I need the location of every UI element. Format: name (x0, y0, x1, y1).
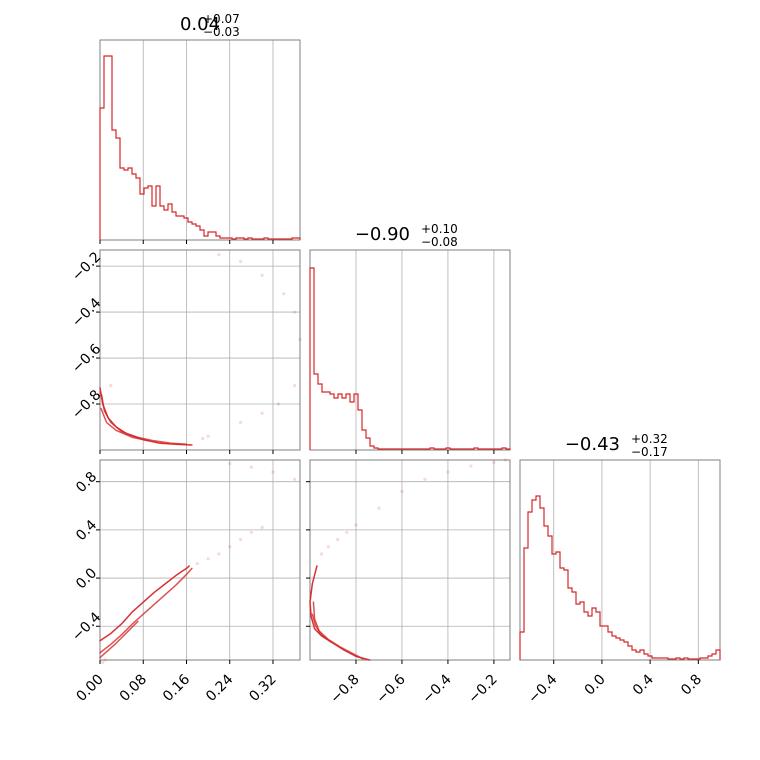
y-tick-label-3-4: 0.8 (73, 469, 100, 496)
x-tick-label-3-2: 0.0 (582, 672, 609, 699)
title-param-2-plus: +0.10 (421, 222, 458, 236)
sample-point-1-1 (217, 252, 221, 257)
sample-point-2-4 (228, 545, 232, 549)
contour-1-3 (100, 407, 150, 442)
y-tick-label-3-3: 0.4 (73, 517, 100, 544)
panel-frame-2-2 (309, 249, 511, 451)
x-tick-label-2-2: −0.6 (373, 671, 408, 706)
contour-2-3 (99, 620, 139, 659)
panel-frame-3-2 (309, 459, 511, 661)
title-param-2: −0.90 (355, 224, 410, 245)
sample-point-3-6 (377, 506, 381, 510)
sample-point-1-2 (238, 259, 243, 264)
sample-point-2-10 (271, 470, 275, 474)
panel-2-2 (309, 249, 511, 451)
panel-frame-2-1 (99, 249, 301, 451)
sample-point-3-4 (345, 530, 349, 534)
sample-point-1-3 (260, 273, 264, 277)
contour-3-3 (311, 613, 332, 643)
sample-point-3-12 (503, 458, 508, 462)
x-tick-label-1-3: 0.16 (160, 671, 193, 704)
sample-point-2-8 (228, 462, 232, 466)
sample-point-3-1 (319, 552, 324, 556)
panel-3-3 (519, 459, 721, 661)
contour-1-1 (99, 387, 193, 446)
title-param-1-median: 0.04 (180, 14, 220, 35)
title-param-3-plus: +0.32 (631, 432, 668, 446)
sample-point-1-5 (292, 310, 297, 314)
title-param-2-minus: −0.08 (421, 235, 458, 249)
panel-frame-3-3 (519, 459, 721, 661)
x-tick-label-1-5: 0.32 (246, 672, 279, 705)
contour-1-2 (100, 394, 188, 446)
sample-point-2-7 (260, 525, 264, 530)
sample-point-1-7 (292, 384, 297, 388)
panel-3-2 (309, 459, 511, 661)
histogram-param-2 (309, 267, 511, 450)
sample-point-1-12 (201, 436, 205, 441)
title-param-1-plus: +0.07 (203, 12, 240, 26)
sample-point-2-5 (238, 537, 243, 542)
x-tick-label-2-3: −0.4 (419, 671, 454, 706)
y-tick-label-2-2: −0.6 (69, 341, 104, 376)
sample-point-3-9 (446, 470, 450, 474)
sample-point-3-3 (335, 537, 340, 542)
y-tick-label-2-4: −0.2 (69, 249, 104, 284)
x-tick-label-1-4: 0.24 (203, 671, 236, 704)
panel-2-1 (99, 249, 301, 451)
y-tick-label-3-1: −0.4 (69, 609, 104, 644)
sample-point-2-2 (206, 557, 210, 561)
histogram-param-3 (519, 495, 721, 660)
x-tick-label-1-2: 0.08 (117, 672, 150, 705)
x-tick-label-2-4: −0.2 (465, 672, 500, 707)
sample-point-1-4 (282, 292, 286, 296)
x-tick-label-3-1: −0.4 (525, 671, 560, 706)
contour-3-1 (309, 565, 371, 661)
y-tick-label-3-2: 0.0 (73, 565, 100, 592)
sample-point-2-13 (101, 660, 105, 665)
contour-2-1 (99, 565, 190, 642)
panel-1-1 (99, 39, 301, 241)
title-param-3-minus: −0.17 (631, 445, 668, 459)
histogram-param-1 (99, 55, 301, 240)
sample-point-3-11 (492, 460, 496, 465)
panel-frame-1-1 (99, 39, 301, 241)
sample-point-2-11 (292, 477, 297, 481)
panel-3-1 (99, 459, 301, 661)
contour-3-2 (312, 601, 364, 660)
sample-point-3-2 (326, 545, 330, 549)
sample-point-1-8 (276, 402, 280, 406)
sample-point-3-7 (400, 489, 404, 493)
sample-point-1-11 (206, 434, 210, 438)
title-param-3-median: −0.43 (565, 434, 620, 455)
sample-point-1-13 (109, 384, 113, 388)
sample-point-3-5 (354, 523, 358, 527)
title-param-1-minus: −0.03 (203, 25, 240, 39)
title-param-1: 0.04 (180, 14, 220, 35)
title-param-2-median: −0.90 (355, 224, 410, 245)
y-tick-label-2-3: −0.4 (69, 295, 104, 330)
title-param-3: −0.43 (565, 434, 620, 455)
sample-point-1-10 (238, 420, 243, 425)
sample-point-3-10 (469, 464, 473, 468)
x-tick-label-1-1: 0.00 (73, 672, 106, 705)
sample-point-2-6 (249, 530, 253, 534)
x-tick-label-3-4: 0.8 (678, 672, 705, 699)
x-tick-label-3-3: 0.4 (630, 671, 657, 698)
sample-point-2-3 (217, 552, 221, 556)
sample-point-1-9 (260, 411, 264, 415)
panel-frame-3-1 (99, 459, 301, 661)
sample-point-3-8 (423, 477, 427, 481)
sample-point-2-1 (195, 562, 199, 566)
sample-point-1-6 (298, 338, 302, 342)
sample-point-2-12 (103, 658, 108, 662)
contour-2-2 (99, 567, 193, 654)
sample-point-2-9 (249, 465, 253, 469)
x-tick-label-2-1: −0.8 (327, 672, 362, 707)
panel-group: 0.00 0.08 0.16 0.24 0.32 −0.8 −0.6 −0.4 −0.2 −0.4… (69, 39, 721, 707)
